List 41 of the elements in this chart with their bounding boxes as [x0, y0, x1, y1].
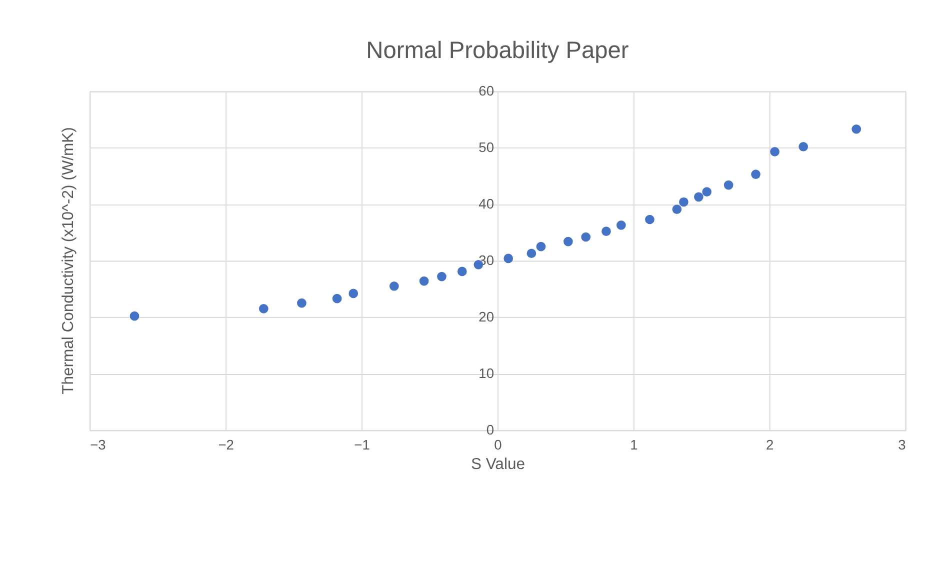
point	[679, 197, 688, 207]
point	[348, 288, 358, 298]
y-tick-label: 40	[478, 196, 494, 212]
y-tick-label: 60	[478, 84, 494, 99]
y-tick-label: 0	[486, 422, 494, 438]
x-tick-label: 3	[898, 437, 906, 452]
point	[724, 180, 734, 190]
y-axis-title: Thermal Conductivity (x10^-2) (W/mK)	[60, 127, 77, 394]
point	[694, 192, 704, 202]
x-tick-label: −2	[218, 437, 234, 452]
point	[581, 232, 591, 242]
chart-title: Normal Probability Paper	[366, 38, 629, 64]
point	[389, 281, 399, 291]
point	[563, 236, 573, 246]
x-tick-label: 1	[630, 437, 638, 452]
point	[419, 276, 429, 286]
point	[702, 187, 712, 196]
point	[798, 142, 808, 152]
y-tick-label: 20	[478, 310, 494, 325]
point	[457, 266, 467, 276]
point	[751, 170, 760, 179]
point	[645, 214, 654, 224]
y-tick-label: 10	[478, 366, 494, 382]
point	[437, 272, 446, 282]
point	[130, 311, 140, 321]
point	[672, 204, 682, 214]
point	[616, 220, 626, 230]
x-axis-title: S Value	[470, 456, 526, 474]
x-tick-label: 2	[766, 437, 774, 452]
point	[602, 226, 611, 236]
point	[770, 147, 780, 156]
point	[526, 248, 536, 258]
x-tick-label: −1	[354, 437, 370, 452]
x-tick-label: −3	[90, 437, 106, 452]
point	[258, 304, 268, 314]
point	[536, 242, 546, 252]
point	[852, 124, 862, 134]
point	[332, 294, 342, 304]
y-tick-label: 50	[478, 140, 494, 156]
point	[297, 298, 306, 308]
point	[504, 254, 514, 264]
